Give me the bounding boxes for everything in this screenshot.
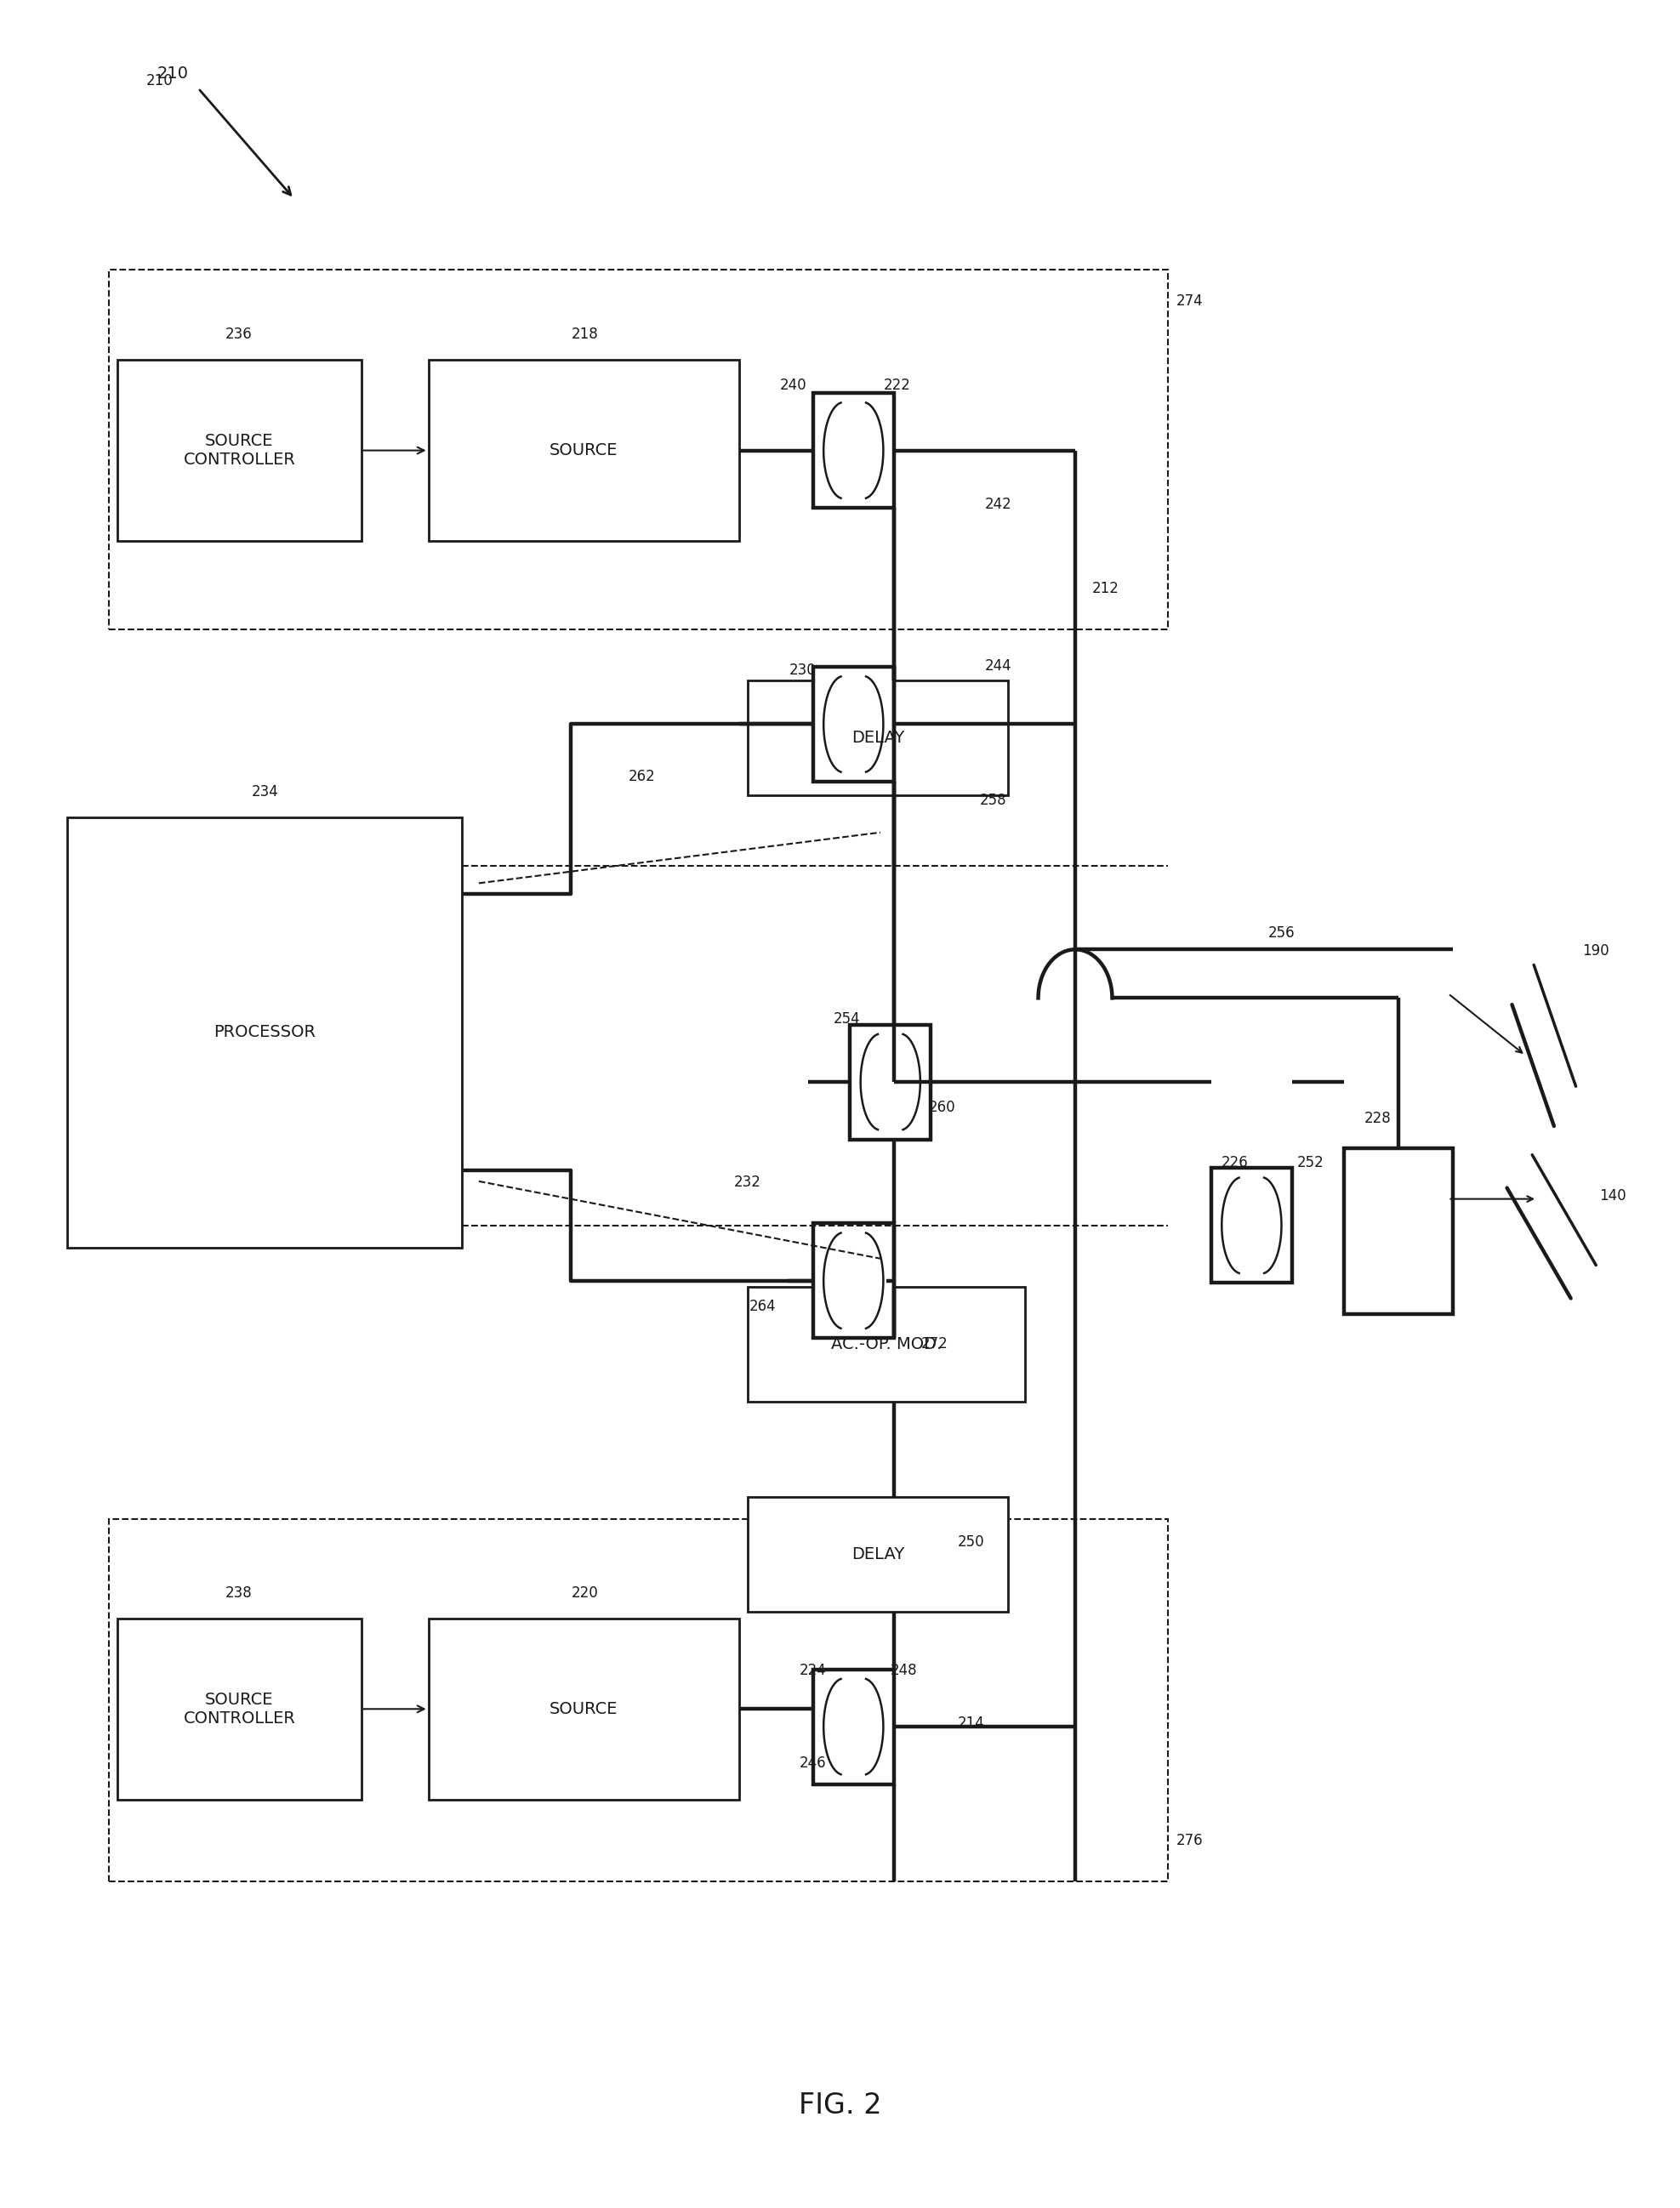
Text: 226: 226 xyxy=(1221,1155,1248,1170)
Text: SOURCE: SOURCE xyxy=(549,442,618,459)
Text: 254: 254 xyxy=(833,1011,860,1027)
Text: 234: 234 xyxy=(252,784,279,799)
Text: 230: 230 xyxy=(790,662,816,678)
Text: 228: 228 xyxy=(1364,1111,1391,1126)
Bar xyxy=(118,1618,361,1800)
Text: 220: 220 xyxy=(571,1585,598,1601)
Text: 210: 210 xyxy=(146,73,173,88)
Text: AC.-OP. MOD.: AC.-OP. MOD. xyxy=(832,1336,941,1354)
Bar xyxy=(109,269,1168,629)
Text: 214: 214 xyxy=(958,1716,984,1731)
Text: 244: 244 xyxy=(984,658,1011,673)
Text: 190: 190 xyxy=(1583,943,1609,958)
Text: 236: 236 xyxy=(225,327,252,342)
Bar xyxy=(748,680,1008,795)
Text: 238: 238 xyxy=(225,1585,252,1601)
Bar xyxy=(850,1025,931,1139)
Text: 224: 224 xyxy=(800,1663,827,1678)
Text: DELAY: DELAY xyxy=(852,1546,904,1563)
Text: 256: 256 xyxy=(1268,925,1295,941)
Text: 222: 222 xyxy=(884,378,911,393)
Text: SOURCE
CONTROLLER: SOURCE CONTROLLER xyxy=(183,433,296,468)
Bar xyxy=(67,817,462,1248)
Text: 140: 140 xyxy=(1599,1188,1626,1203)
Text: 260: 260 xyxy=(929,1100,956,1115)
Text: 242: 242 xyxy=(984,497,1011,512)
Text: SOURCE: SOURCE xyxy=(549,1700,618,1718)
Text: 272: 272 xyxy=(921,1336,948,1351)
Text: 252: 252 xyxy=(1297,1155,1324,1170)
Bar xyxy=(1211,1168,1292,1283)
Bar xyxy=(428,1618,739,1800)
Text: SOURCE
CONTROLLER: SOURCE CONTROLLER xyxy=(183,1691,296,1727)
Text: 248: 248 xyxy=(890,1663,917,1678)
Text: 264: 264 xyxy=(749,1298,776,1314)
Text: 210: 210 xyxy=(158,66,188,82)
Text: 258: 258 xyxy=(979,793,1006,808)
Text: 212: 212 xyxy=(1092,581,1119,596)
Bar xyxy=(813,393,894,508)
Text: 246: 246 xyxy=(800,1755,827,1771)
Bar xyxy=(813,1223,894,1338)
Bar xyxy=(118,360,361,541)
Bar xyxy=(813,1669,894,1784)
Text: 218: 218 xyxy=(571,327,598,342)
Bar xyxy=(748,1287,1025,1402)
Text: 240: 240 xyxy=(780,378,806,393)
Bar xyxy=(109,1519,1168,1881)
Text: 232: 232 xyxy=(734,1175,761,1190)
Bar xyxy=(1344,1148,1453,1314)
Text: 262: 262 xyxy=(628,768,655,784)
Text: 250: 250 xyxy=(958,1535,984,1550)
Text: PROCESSOR: PROCESSOR xyxy=(213,1025,316,1040)
Text: FIG. 2: FIG. 2 xyxy=(798,2091,882,2120)
Text: DELAY: DELAY xyxy=(852,729,904,746)
Bar xyxy=(428,360,739,541)
Bar xyxy=(748,1497,1008,1612)
Bar xyxy=(813,667,894,782)
Text: 274: 274 xyxy=(1176,294,1203,309)
Text: 276: 276 xyxy=(1176,1833,1203,1848)
